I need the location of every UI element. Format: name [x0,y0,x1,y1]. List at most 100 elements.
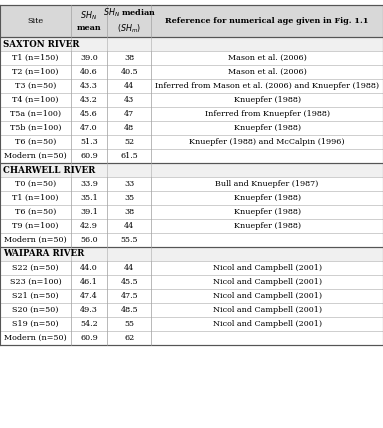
Text: T1 (n=150): T1 (n=150) [12,54,59,62]
Text: Nicol and Campbell (2001): Nicol and Campbell (2001) [213,306,322,314]
Text: 44.0: 44.0 [80,264,98,272]
Text: 49.3: 49.3 [80,306,98,314]
Bar [0,37,383,51]
Bar [0,149,383,163]
Text: 45.6: 45.6 [80,110,98,118]
Text: T2 (n=100): T2 (n=100) [12,68,59,76]
Text: 61.5: 61.5 [120,152,138,160]
Bar [0,121,383,135]
Text: Mason et al. (2006): Mason et al. (2006) [228,68,306,76]
Text: T1 (n=100): T1 (n=100) [12,194,59,202]
Text: S22 (n=50): S22 (n=50) [12,264,59,272]
Bar [0,289,383,303]
Text: Site: Site [27,17,44,25]
Text: 38: 38 [124,54,134,62]
Text: S21 (n=50): S21 (n=50) [12,292,59,300]
Bar [0,261,383,275]
Text: 43.2: 43.2 [80,96,98,104]
Text: 44: 44 [124,222,134,230]
Text: S20 (n=50): S20 (n=50) [12,306,59,314]
Text: Inferred from Mason et al. (2006) and Knuepfer (1988): Inferred from Mason et al. (2006) and Kn… [155,82,379,90]
Text: T5a (n=100): T5a (n=100) [10,110,61,118]
Text: 44: 44 [124,264,134,272]
Text: 39.0: 39.0 [80,54,98,62]
Text: 55: 55 [124,320,134,328]
Bar [0,5,383,37]
Text: CHARWELL RIVER: CHARWELL RIVER [3,166,95,175]
Text: 47.5: 47.5 [120,292,138,300]
Text: Reference for numerical age given in Fig. 1.1: Reference for numerical age given in Fig… [165,17,369,25]
Text: 47.4: 47.4 [80,292,98,300]
Bar [0,219,383,233]
Text: 33: 33 [124,180,134,188]
Text: 42.9: 42.9 [80,222,98,230]
Text: Nicol and Campbell (2001): Nicol and Campbell (2001) [213,278,322,286]
Text: 35.1: 35.1 [80,194,98,202]
Text: 44: 44 [124,82,134,90]
Text: WAIPARA RIVER: WAIPARA RIVER [3,250,84,259]
Bar [0,303,383,317]
Bar [0,331,383,345]
Text: Modern (n=50): Modern (n=50) [4,334,67,342]
Text: T4 (n=100): T4 (n=100) [12,96,59,104]
Text: Nicol and Campbell (2001): Nicol and Campbell (2001) [213,264,322,272]
Text: Mason et al. (2006): Mason et al. (2006) [228,54,306,62]
Bar [0,65,383,79]
Text: 62: 62 [124,334,134,342]
Bar [0,275,383,289]
Text: Knuepfer (1988) and McCalpin (1996): Knuepfer (1988) and McCalpin (1996) [189,138,345,146]
Text: 46.1: 46.1 [80,278,98,286]
Bar [0,233,383,247]
Bar [0,191,383,205]
Text: T6 (n=50): T6 (n=50) [15,208,56,216]
Text: 33.9: 33.9 [80,180,98,188]
Text: 54.2: 54.2 [80,320,98,328]
Text: T5b (n=100): T5b (n=100) [10,124,61,132]
Bar [0,135,383,149]
Bar [0,51,383,65]
Text: 35: 35 [124,194,134,202]
Text: 55.5: 55.5 [121,236,138,244]
Text: 43: 43 [124,96,134,104]
Text: S23 (n=100): S23 (n=100) [10,278,61,286]
Bar [0,247,383,261]
Text: 43.3: 43.3 [80,82,98,90]
Text: 60.9: 60.9 [80,152,98,160]
Text: Inferred from Knuepfer (1988): Inferred from Knuepfer (1988) [205,110,330,118]
Text: 51.3: 51.3 [80,138,98,146]
Text: 38: 38 [124,208,134,216]
Text: T3 (n=50): T3 (n=50) [15,82,56,90]
Text: Knuepfer (1988): Knuepfer (1988) [234,222,301,230]
Bar [0,107,383,121]
Text: Modern (n=50): Modern (n=50) [4,152,67,160]
Text: T0 (n=50): T0 (n=50) [15,180,56,188]
Text: 47: 47 [124,110,134,118]
Text: $\mathit{SH_N}$
mean: $\mathit{SH_N}$ mean [77,9,101,33]
Text: 40.6: 40.6 [80,68,98,76]
Text: 48: 48 [124,124,134,132]
Bar [0,317,383,331]
Bar [0,177,383,191]
Text: 52: 52 [124,138,134,146]
Bar [0,163,383,177]
Text: 47.0: 47.0 [80,124,98,132]
Text: SAXTON RIVER: SAXTON RIVER [3,39,79,48]
Text: 48.5: 48.5 [120,306,138,314]
Text: 56.0: 56.0 [80,236,98,244]
Text: T6 (n=50): T6 (n=50) [15,138,56,146]
Text: Knuepfer (1988): Knuepfer (1988) [234,96,301,104]
Text: 39.1: 39.1 [80,208,98,216]
Text: 40.5: 40.5 [120,68,138,76]
Text: Knuepfer (1988): Knuepfer (1988) [234,208,301,216]
Text: S19 (n=50): S19 (n=50) [12,320,59,328]
Text: $\mathit{SH_N}$ median
$(\mathit{SH_m})$: $\mathit{SH_N}$ median $(\mathit{SH_m})$ [103,7,156,35]
Text: T9 (n=100): T9 (n=100) [12,222,59,230]
Bar [0,79,383,93]
Text: Knuepfer (1988): Knuepfer (1988) [234,194,301,202]
Text: 45.5: 45.5 [120,278,138,286]
Text: Modern (n=50): Modern (n=50) [4,236,67,244]
Text: Knuepfer (1988): Knuepfer (1988) [234,124,301,132]
Text: Bull and Knuepfer (1987): Bull and Knuepfer (1987) [216,180,319,188]
Text: Nicol and Campbell (2001): Nicol and Campbell (2001) [213,320,322,328]
Text: 60.9: 60.9 [80,334,98,342]
